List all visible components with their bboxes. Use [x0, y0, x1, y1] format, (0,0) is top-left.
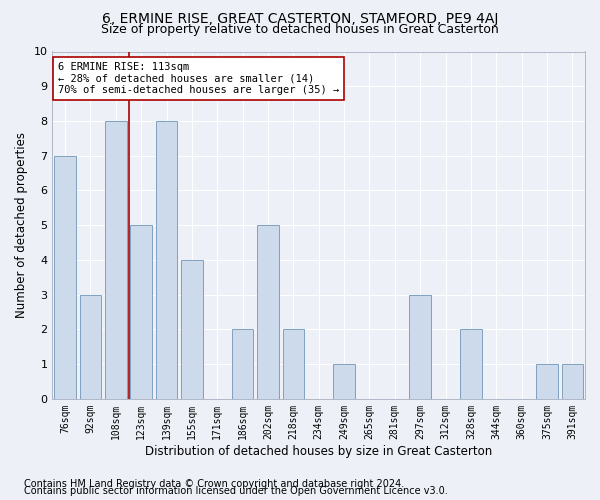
- Bar: [181, 260, 203, 399]
- Bar: [55, 156, 76, 399]
- Bar: [257, 225, 279, 399]
- Bar: [460, 330, 482, 399]
- Bar: [409, 294, 431, 399]
- Text: Contains public sector information licensed under the Open Government Licence v3: Contains public sector information licen…: [24, 486, 448, 496]
- Text: 6, ERMINE RISE, GREAT CASTERTON, STAMFORD, PE9 4AJ: 6, ERMINE RISE, GREAT CASTERTON, STAMFOR…: [102, 12, 498, 26]
- Bar: [536, 364, 558, 399]
- Text: Size of property relative to detached houses in Great Casterton: Size of property relative to detached ho…: [101, 22, 499, 36]
- Bar: [283, 330, 304, 399]
- Y-axis label: Number of detached properties: Number of detached properties: [15, 132, 28, 318]
- Text: Contains HM Land Registry data © Crown copyright and database right 2024.: Contains HM Land Registry data © Crown c…: [24, 479, 404, 489]
- Text: 6 ERMINE RISE: 113sqm
← 28% of detached houses are smaller (14)
70% of semi-deta: 6 ERMINE RISE: 113sqm ← 28% of detached …: [58, 62, 339, 95]
- Bar: [130, 225, 152, 399]
- Bar: [562, 364, 583, 399]
- Bar: [80, 294, 101, 399]
- Bar: [333, 364, 355, 399]
- Bar: [156, 121, 178, 399]
- Bar: [105, 121, 127, 399]
- X-axis label: Distribution of detached houses by size in Great Casterton: Distribution of detached houses by size …: [145, 444, 493, 458]
- Bar: [232, 330, 253, 399]
